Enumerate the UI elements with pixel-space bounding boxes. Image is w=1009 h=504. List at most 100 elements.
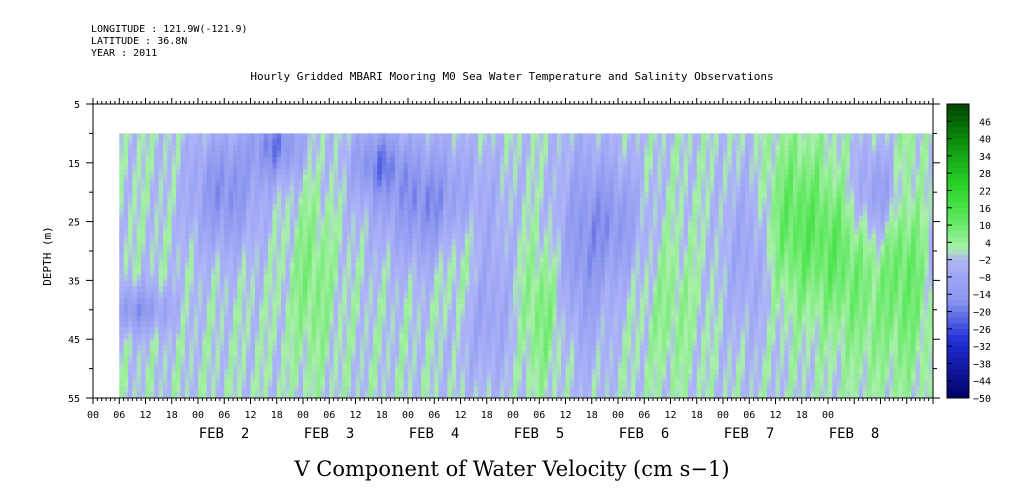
heatmap-cell <box>119 327 125 334</box>
heatmap-cell <box>434 339 440 346</box>
heatmap-cell <box>381 233 387 240</box>
heatmap-cell <box>163 192 168 199</box>
heatmap-cell <box>364 198 370 205</box>
heatmap-cell <box>565 292 571 299</box>
heatmap-cell <box>556 192 562 199</box>
heatmap-cell <box>224 245 230 252</box>
heatmap-cell <box>272 350 278 358</box>
heatmap-cell <box>464 209 470 217</box>
heatmap-cell <box>167 356 173 364</box>
heatmap-cell <box>346 368 352 376</box>
heatmap-cell <box>259 380 265 387</box>
heatmap-cell <box>408 221 413 229</box>
heatmap-cell <box>368 145 374 152</box>
heatmap-cell <box>499 162 505 170</box>
heatmap-cell <box>289 350 295 358</box>
heatmap-cell <box>600 221 606 229</box>
heatmap-cell <box>504 256 510 264</box>
heatmap-cell <box>136 239 142 246</box>
heatmap-cell <box>351 256 357 264</box>
heatmap-cell <box>403 386 409 393</box>
heatmap-cell <box>176 156 182 164</box>
heatmap-cell <box>390 368 396 376</box>
heatmap-cell <box>215 345 221 352</box>
heatmap-cell <box>504 174 510 182</box>
heatmap-cell <box>583 392 588 398</box>
heatmap-cell <box>215 280 221 287</box>
heatmap-cell <box>254 209 260 217</box>
heatmap-cell <box>206 162 212 170</box>
heatmap-cell <box>338 292 343 299</box>
heatmap-cell <box>447 233 453 240</box>
heatmap-cell <box>438 386 444 393</box>
heatmap-cell <box>136 186 142 193</box>
heatmap-cell <box>473 292 479 299</box>
heatmap-cell <box>272 168 278 176</box>
heatmap-cell <box>263 345 269 352</box>
heatmap-cell <box>329 151 335 158</box>
heatmap-cell <box>504 315 510 323</box>
heatmap-cell <box>552 327 558 334</box>
heatmap-cell <box>504 368 510 376</box>
heatmap-cell <box>377 151 383 158</box>
heatmap-cell <box>259 233 265 240</box>
heatmap-cell <box>123 292 129 299</box>
heatmap-cell <box>285 139 291 146</box>
heatmap-cell <box>163 362 168 370</box>
heatmap-cell <box>521 368 527 376</box>
heatmap-cell <box>158 174 164 182</box>
heatmap-cell <box>377 345 383 352</box>
heatmap-cell <box>403 315 409 323</box>
heatmap-cell <box>569 339 575 346</box>
heatmap-cell <box>434 374 440 381</box>
heatmap-cell <box>513 380 518 387</box>
year-label: YEAR : 2011 <box>91 48 158 59</box>
heatmap-cell <box>180 209 186 217</box>
heatmap-cell <box>298 298 304 305</box>
heatmap-cell <box>561 286 567 293</box>
heatmap-cell <box>399 251 405 258</box>
heatmap-cell <box>478 227 483 234</box>
heatmap-cell <box>154 292 160 299</box>
heatmap-cell <box>578 180 584 187</box>
heatmap-cell <box>268 162 273 170</box>
heatmap-cell <box>556 386 562 393</box>
heatmap-cell <box>163 356 168 364</box>
heatmap-cell <box>285 333 291 340</box>
heatmap-cell <box>534 221 540 229</box>
heatmap-cell <box>254 180 260 187</box>
heatmap-cell <box>456 221 462 229</box>
heatmap-cell <box>421 286 427 293</box>
heatmap-cell <box>513 239 518 246</box>
heatmap-cell <box>574 227 580 234</box>
heatmap-cell <box>311 362 317 370</box>
heatmap-cell <box>364 315 370 323</box>
heatmap-cell <box>268 256 273 264</box>
heatmap-cell <box>346 280 352 287</box>
heatmap-cell <box>556 303 562 311</box>
heatmap-cell <box>176 133 182 140</box>
heatmap-cell <box>268 292 273 299</box>
heatmap-cell <box>136 227 142 234</box>
heatmap-cell <box>482 186 488 193</box>
heatmap-cell <box>224 280 230 287</box>
heatmap-cell <box>351 215 357 223</box>
heatmap-cell <box>136 251 142 258</box>
heatmap-cell <box>443 133 448 140</box>
heatmap-cell <box>167 374 173 381</box>
longitude-label: LONGITUDE : 121.9W(-121.9) <box>91 24 248 35</box>
heatmap-cell <box>578 380 584 387</box>
heatmap-cell <box>338 239 343 246</box>
heatmap-cell <box>123 227 129 234</box>
heatmap-cell <box>473 203 479 211</box>
heatmap-cell <box>539 145 545 152</box>
heatmap-cell <box>399 274 405 281</box>
heatmap-cell <box>451 168 457 176</box>
heatmap-cell <box>241 233 247 240</box>
heatmap-cell <box>128 133 133 140</box>
heatmap-cell <box>272 362 278 370</box>
heatmap-cell <box>513 186 518 193</box>
heatmap-cell <box>587 356 593 364</box>
heatmap-cell <box>394 198 400 205</box>
heatmap-cell <box>583 139 588 146</box>
